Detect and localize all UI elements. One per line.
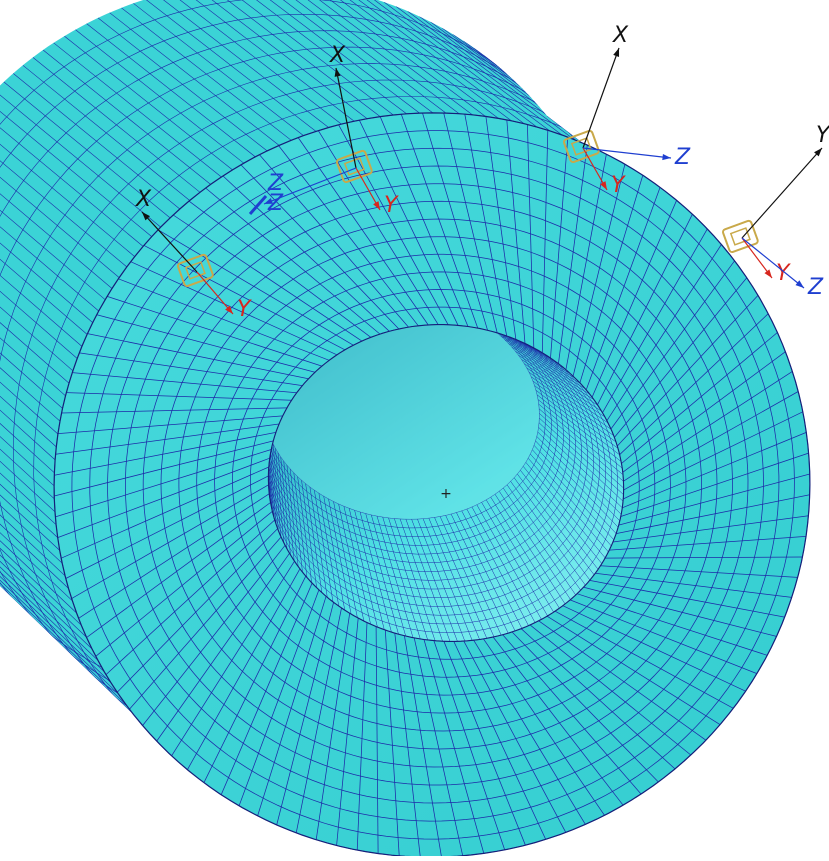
axis-y-arrow [196,271,234,315]
center-marker: + [440,486,452,502]
node-marker-icon [722,219,759,254]
axis-x-arrow-head [142,212,150,221]
node-marker-icon [563,129,600,164]
axis-x-label: X [329,43,346,68]
coordinate-system-3[interactable]: X Y Z [563,23,691,198]
node-marker-inner-icon [570,137,592,156]
axis-x-arrow-head [814,148,822,157]
axis-y-label: Y [776,261,791,286]
axis-z-label: Z [267,171,284,196]
flange-rim-surface [0,0,731,715]
node-marker-icon [177,253,214,288]
axis-y-label: Y [384,193,399,218]
coordinate-system-1-z: Z [248,171,284,215]
axis-x-label: X [612,23,629,48]
axis-z-label: Z [267,191,284,216]
node-marker-inner-icon [343,157,365,176]
flange-face-mesh [53,112,811,858]
axis-y-label: Y [611,173,626,198]
coordinate-system-2[interactable]: X Y Z [263,43,399,218]
axis-y-arrow-head [764,269,772,278]
axis-x-arrow [582,47,620,149]
flange-face [53,112,811,858]
axis-z-arrow-head [264,198,273,204]
bore-surface [268,324,624,642]
axis-z-label: Z [807,275,824,300]
axis-x-arrow [141,211,198,273]
axis-z-arrow-head [662,153,671,161]
axis-y-arrow-head [225,305,233,314]
axis-y-label: Y [237,297,252,322]
axis-y-arrow-head [600,181,607,190]
axis-z-arrow [263,167,357,205]
axis-x-arrow [741,147,823,239]
coordinate-system-1[interactable]: XY [135,187,252,322]
axis-x-arrow-head [613,48,620,57]
coordinate-system-4[interactable]: YYZ [722,123,829,300]
axis-z-stub [248,195,268,215]
axis-x-label: X [135,187,152,212]
axis-y-arrow-head [373,201,380,210]
axis-x-arrow-head [334,68,341,77]
axis-x-label: Y [816,123,829,148]
node-marker-inner-icon [729,227,751,246]
axis-z-arrow [741,237,805,289]
axis-z-label: Z [674,145,691,170]
node-marker-inner-icon [184,261,206,280]
node-marker-icon [336,149,373,184]
flange-outer-edge [53,112,811,858]
axis-z-arrow [582,147,672,159]
axis-z-arrow-head [795,280,804,288]
bore-edge [267,324,625,642]
axis-x-arrow [335,67,357,169]
